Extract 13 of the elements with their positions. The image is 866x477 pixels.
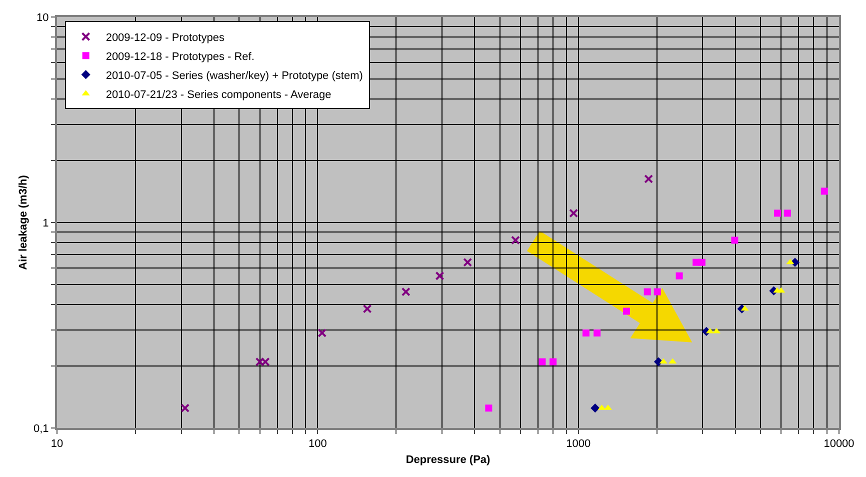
legend-label: 2009-12-18 - Prototypes - Ref. [106,50,254,63]
y-tick-label: 1 [42,217,49,230]
legend-label: 2009-12-09 - Prototypes [106,32,225,44]
x-tick-label: 10 [50,438,64,450]
x-axis-title: Depressure (Pa) [406,454,491,466]
x-tick-label: 100 [308,438,327,450]
y-axis-title: Air leakage (m3/h) [18,174,30,270]
legend-label: 2010-07-05 - Series (washer/key) + Prototype (stem) [106,70,363,82]
y-tick-label: 0,1 [34,422,49,435]
x-tick-label: 10000 [824,438,854,450]
legend-label: 2010-07-21/23 - Series components - Average [106,88,332,101]
y-tick-label: 10 [36,12,49,24]
x-tick-label: 1000 [566,438,591,450]
